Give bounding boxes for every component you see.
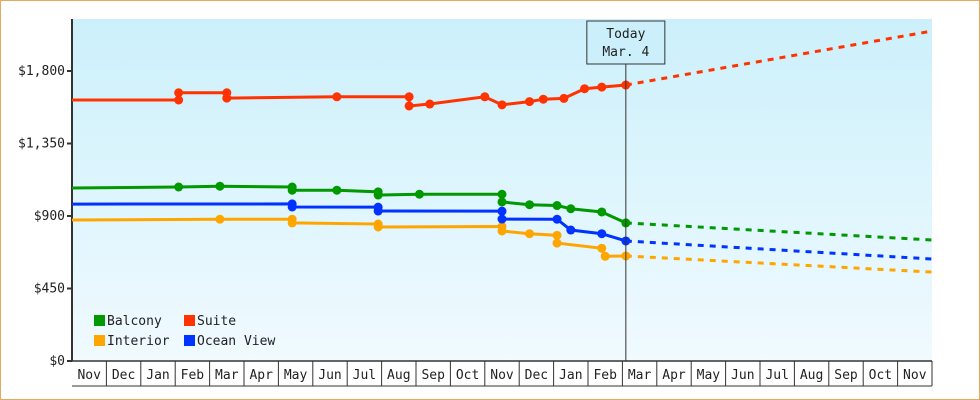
- series-interior: [71, 214, 933, 274]
- x-tick-label: Dec: [525, 368, 548, 383]
- x-tick-label: Jun: [318, 368, 341, 383]
- data-point[interactable]: [525, 229, 535, 239]
- projection-line: [625, 239, 933, 261]
- legend-swatch: [184, 315, 195, 326]
- data-point[interactable]: [480, 92, 490, 102]
- data-point[interactable]: [287, 185, 297, 195]
- x-tick-label: Aug: [800, 368, 823, 383]
- x-tick-label: Mar: [215, 368, 239, 383]
- data-point[interactable]: [552, 238, 562, 248]
- x-tick-label: Sep: [834, 368, 858, 383]
- data-point[interactable]: [525, 200, 535, 210]
- legend-swatch: [184, 335, 195, 346]
- projection-line: [625, 254, 933, 274]
- data-point[interactable]: [552, 230, 562, 240]
- x-tick-label: Apr: [662, 368, 686, 383]
- data-point[interactable]: [597, 82, 607, 92]
- x-tick-label: Jul: [353, 368, 376, 383]
- today-label: Today: [606, 27, 645, 42]
- series-ocean-view: [71, 199, 933, 261]
- data-point[interactable]: [525, 97, 535, 107]
- y-tick-label: $1,350: [18, 137, 65, 152]
- data-point[interactable]: [497, 226, 507, 236]
- data-point[interactable]: [566, 204, 576, 214]
- x-tick-label: Aug: [387, 368, 410, 383]
- legend-label: Balcony: [107, 314, 162, 329]
- data-point[interactable]: [559, 93, 569, 103]
- y-tick-label: $0: [49, 354, 65, 369]
- x-tick-label: Jan: [146, 368, 169, 383]
- data-point[interactable]: [404, 92, 414, 102]
- legend-item: Balcony: [94, 314, 162, 329]
- data-point[interactable]: [215, 214, 225, 224]
- y-tick-label: $1,800: [18, 64, 65, 79]
- data-point[interactable]: [597, 229, 607, 239]
- x-tick-label: Nov: [490, 368, 514, 383]
- data-point[interactable]: [174, 182, 184, 192]
- x-tick-label: Jul: [765, 368, 788, 383]
- x-tick-label: Oct: [456, 368, 479, 383]
- data-point[interactable]: [580, 84, 590, 94]
- x-tick-label: May: [697, 368, 721, 383]
- x-tick-label: Jun: [731, 368, 754, 383]
- data-point[interactable]: [373, 206, 383, 216]
- data-point[interactable]: [404, 101, 414, 111]
- data-point[interactable]: [538, 94, 548, 104]
- legend-label: Ocean View: [197, 334, 275, 349]
- data-point[interactable]: [332, 185, 342, 195]
- x-tick-label: Nov: [903, 368, 927, 383]
- today-date: Mar. 4: [602, 45, 649, 60]
- projection-line: [625, 221, 933, 242]
- legend-swatch: [94, 315, 105, 326]
- x-tick-label: Feb: [593, 368, 617, 383]
- x-tick-label: Jan: [559, 368, 582, 383]
- data-point[interactable]: [287, 202, 297, 212]
- data-point[interactable]: [597, 243, 607, 253]
- x-tick-label: Dec: [112, 368, 135, 383]
- series-suite: [72, 29, 933, 111]
- data-point[interactable]: [414, 189, 424, 199]
- data-point[interactable]: [287, 218, 297, 228]
- data-point[interactable]: [552, 201, 562, 211]
- data-point[interactable]: [174, 95, 184, 105]
- x-tick-label: Sep: [421, 368, 445, 383]
- data-point[interactable]: [497, 214, 507, 224]
- legend-label: Interior: [107, 334, 170, 349]
- legend-item: Suite: [184, 314, 236, 329]
- legend-label: Suite: [197, 314, 236, 329]
- legend-item: Ocean View: [184, 334, 275, 349]
- data-point[interactable]: [497, 197, 507, 207]
- x-tick-label: Mar: [628, 368, 652, 383]
- data-point[interactable]: [174, 88, 184, 98]
- data-point[interactable]: [497, 100, 507, 110]
- data-point[interactable]: [600, 251, 610, 261]
- data-point[interactable]: [222, 93, 232, 103]
- y-tick-label: $900: [34, 209, 65, 224]
- data-point[interactable]: [373, 190, 383, 200]
- data-point[interactable]: [497, 189, 507, 199]
- x-tick-label: Apr: [249, 368, 273, 383]
- data-point[interactable]: [552, 214, 562, 224]
- data-point[interactable]: [332, 92, 342, 102]
- data-point[interactable]: [215, 181, 225, 191]
- x-tick-label: Oct: [869, 368, 892, 383]
- data-point[interactable]: [497, 206, 507, 216]
- projection-line: [625, 29, 933, 87]
- y-tick-label: $450: [34, 282, 65, 297]
- data-point[interactable]: [373, 222, 383, 232]
- data-point[interactable]: [597, 207, 607, 217]
- series-line: [71, 184, 627, 225]
- x-tick-label: May: [284, 368, 308, 383]
- x-tick-label: Nov: [77, 368, 101, 383]
- series-balcony: [71, 181, 933, 242]
- legend-item: Interior: [94, 334, 170, 349]
- x-tick-label: Feb: [181, 368, 205, 383]
- data-point[interactable]: [425, 99, 435, 109]
- data-point[interactable]: [566, 225, 576, 235]
- today-box: [586, 20, 666, 65]
- legend-swatch: [94, 335, 105, 346]
